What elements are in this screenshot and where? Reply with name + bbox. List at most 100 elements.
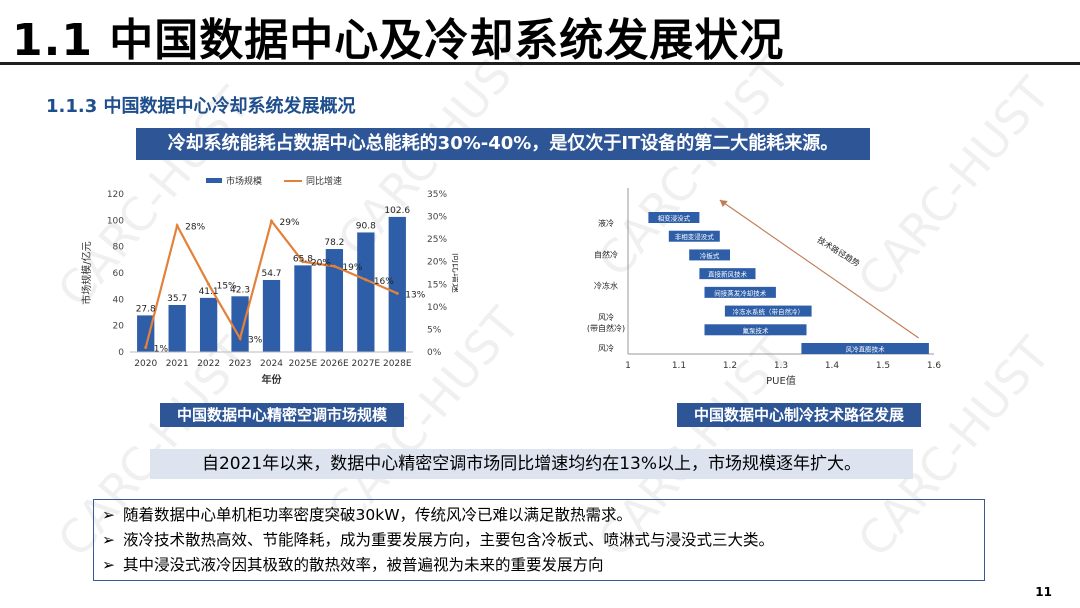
- line-value-label: 3%: [248, 335, 263, 345]
- bar-value-label: 65.8: [293, 254, 313, 264]
- y-tick-label: 80: [113, 243, 125, 253]
- list-item: ➢ 液冷技术散热高效、节能降耗，成为重要发展方向，主要包含冷板式、喷淋式与浸没式三…: [102, 531, 775, 549]
- y-tick-label: 40: [113, 295, 125, 305]
- line-point: [238, 336, 242, 340]
- bar-value-label: 41.1: [199, 287, 219, 297]
- trend-annotation-label: 技术路径趋势: [816, 234, 862, 268]
- line-value-label: 16%: [374, 277, 394, 287]
- y-category-label-line: 冷冻水: [594, 281, 618, 291]
- right-chart-caption: 中国数据中心制冷技术路径发展: [677, 403, 921, 427]
- y-tick-label: 0: [118, 348, 124, 358]
- cooling-tech-chart: 1 1.1 1.2 1.3 1.4 1.5 1.6PUE值液冷自然冷冷冻水风冷(带自然冷)风…: [587, 188, 942, 387]
- x-tick-label: 1.2: [723, 361, 737, 371]
- y-category-label: 自然冷: [594, 249, 618, 259]
- y2-tick-label: 25%: [427, 235, 447, 245]
- bar-value-label: 90.8: [356, 221, 376, 231]
- line-point: [175, 224, 179, 228]
- bar-value-label: 35.7: [167, 294, 187, 304]
- legend-line-label: 同比增速: [306, 175, 342, 187]
- legend-bar-swatch: [206, 178, 222, 183]
- x-tick-label: 2027E: [352, 359, 381, 369]
- x-tick-label: 2024: [260, 359, 283, 369]
- y-category-label-line: 液冷: [598, 218, 614, 228]
- gantt-bar-label: 冷冻水系统（带自然冷）: [733, 307, 805, 316]
- bar: [357, 232, 375, 352]
- chart-axes: 0 20 40 60 80 100 120 0% 5% 10% 15% 20% 25% 30% 35% 202…: [80, 190, 458, 386]
- bar: [262, 279, 281, 352]
- bar-value-label: 78.2: [324, 238, 344, 248]
- y-category-label: 液冷: [598, 218, 614, 228]
- x-tick-label: 2020: [134, 359, 157, 369]
- x-tick-label: 1: [625, 361, 631, 371]
- line-value-label: 1%: [154, 344, 169, 354]
- y-tick-label: 120: [107, 190, 124, 200]
- section-subtitle: 1.1.3 中国数据中心冷却系统发展概况: [46, 96, 356, 117]
- gantt-bar: [704, 286, 776, 298]
- y-tick-label: 100: [107, 216, 124, 226]
- line-value-label: 28%: [185, 223, 205, 233]
- legend-bar-label: 市场规模: [226, 175, 262, 187]
- bar: [231, 296, 249, 352]
- bullet-arrow-icon: ➢: [102, 531, 115, 549]
- line-value-label: 20%: [311, 259, 331, 269]
- y2-tick-label: 5%: [427, 325, 442, 335]
- line-point: [301, 260, 305, 264]
- line-value-label: 13%: [405, 290, 425, 300]
- x-tick-label: 1.5: [876, 361, 890, 371]
- y-tick-label: 60: [113, 269, 125, 279]
- gantt-bar: [724, 305, 812, 317]
- y2-tick-label: 15%: [427, 280, 447, 290]
- gantt-bar: [689, 249, 730, 261]
- x-axis-title: 年份: [262, 373, 283, 386]
- x-tick-label: 2021: [166, 359, 189, 369]
- data-labels: 27.8 35.7 41.1 42.3 54.7 65.8 78.2 90.8 102.6 1% 2…: [136, 206, 426, 355]
- bar: [325, 249, 344, 352]
- gantt-bar-label: 直接新风技术: [708, 270, 748, 279]
- bar: [388, 216, 406, 352]
- page-number: 11: [1035, 585, 1052, 599]
- x-tick-label: 1.4: [825, 361, 840, 371]
- y-axis-title: 市场规模/亿元: [80, 241, 93, 304]
- slide-title: 1.1 中国数据中心及冷却系统发展状况: [12, 15, 785, 66]
- bar-value-label: 54.7: [261, 269, 281, 279]
- bar: [199, 297, 218, 352]
- y2-tick-label: 0%: [427, 348, 442, 358]
- gantt-bar: [648, 212, 700, 223]
- y2-axis-title: 同比增速: [450, 253, 458, 293]
- line-point: [207, 282, 211, 286]
- bullet-arrow-icon: ➢: [102, 556, 115, 574]
- bar: [168, 304, 186, 352]
- line-point: [270, 219, 273, 223]
- list-item: ➢ 随着数据中心单机柜功率密度突破30kW，传统风冷已难以满足散热需求。: [102, 506, 633, 524]
- gantt-bar-label: 相变浸没式: [658, 214, 691, 223]
- market-size-chart: 27.8 35.7 41.1 42.3 54.7 65.8 78.2 90.8 102.6 1% 2…: [80, 175, 458, 386]
- chart-legend: 市场规模 同比增速: [206, 175, 342, 187]
- line-point: [395, 291, 399, 295]
- y2-tick-label: 10%: [427, 303, 447, 313]
- chart-axes: 1 1.1 1.2 1.3 1.4 1.5 1.6PUE值液冷自然冷冷冻水风冷(带自然冷)风…: [587, 188, 942, 387]
- x-axis-title: PUE值: [766, 374, 796, 387]
- y-category-label-line: (带自然冷): [587, 323, 625, 333]
- line-value-label: 15%: [217, 281, 237, 291]
- y-category-label-line: 自然冷: [594, 249, 618, 259]
- highlight-banner: 冷却系统能耗占数据中心总能耗的30%-40%，是仅次于IT设备的第二大能耗来源。: [136, 128, 870, 160]
- bar-value-label: 27.8: [136, 304, 156, 314]
- line-value-label: 29%: [280, 218, 300, 228]
- gantt-bar: [801, 343, 929, 355]
- gantt-bar-label: 非相变浸没式: [675, 232, 715, 241]
- x-tick-label: 1.3: [774, 361, 788, 371]
- x-tick-label: 2025E: [289, 359, 318, 369]
- y-category-label: 风冷: [598, 343, 614, 353]
- line-point: [332, 264, 336, 268]
- line-value-label: 19%: [342, 263, 362, 273]
- y2-tick-label: 30%: [427, 213, 447, 223]
- y-category-label: 风冷(带自然冷): [587, 312, 625, 333]
- gantt-bar: [704, 324, 807, 336]
- x-tick-label: 1.6: [927, 361, 942, 371]
- y2-tick-label: 20%: [427, 258, 447, 268]
- y2-tick-label: 35%: [427, 190, 447, 200]
- bar: [137, 315, 155, 352]
- gantt-bar-label: 氟泵技术: [743, 326, 770, 335]
- x-tick-label: 2026E: [320, 359, 349, 369]
- line-point: [144, 345, 148, 349]
